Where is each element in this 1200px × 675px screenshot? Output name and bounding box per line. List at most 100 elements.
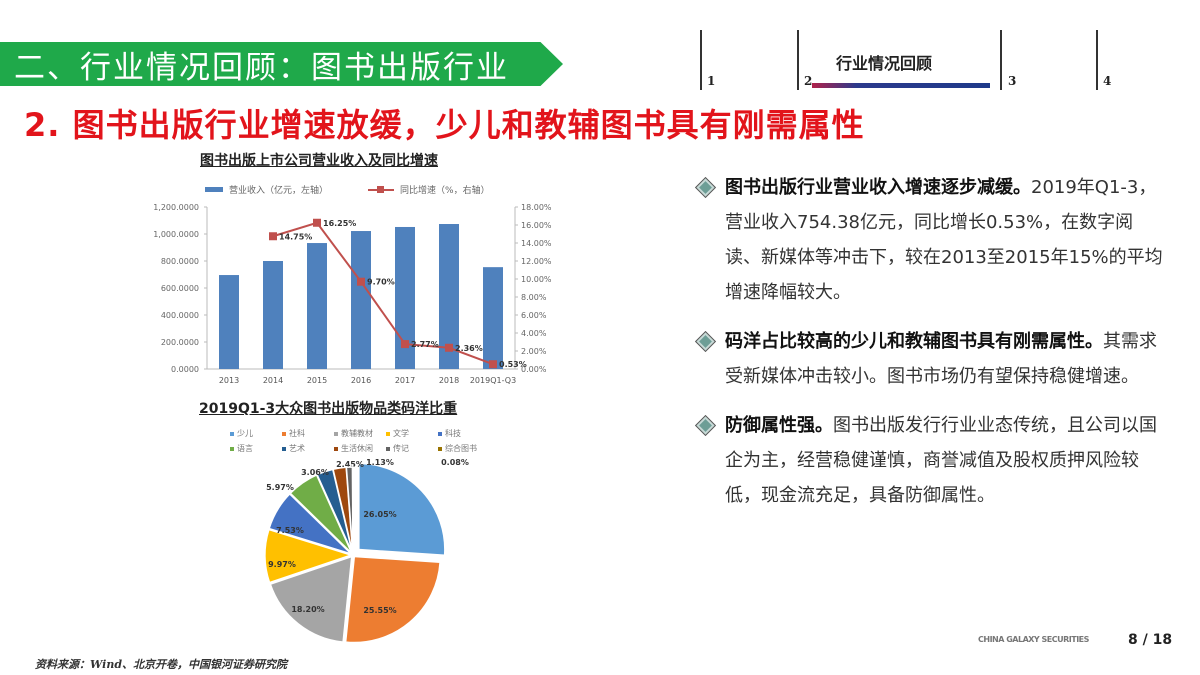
svg-text:1.13%: 1.13% xyxy=(366,458,394,467)
nav-divider xyxy=(700,30,702,90)
growth-marker xyxy=(445,343,453,352)
key-points: 图书出版行业营业收入增速逐步减缓。2019年Q1-3，营业收入754.38亿元，… xyxy=(694,170,1167,527)
legend-item-revenue: 营业收入（亿元，左轴） xyxy=(205,183,328,196)
bullet-defensive: 防御属性强。图书出版发行行业业态传统，且公司以国企为主，经营稳健谨慎，商誉减值及… xyxy=(694,408,1167,513)
svg-text:10.00%: 10.00% xyxy=(521,275,552,284)
legend-dot-icon xyxy=(386,446,390,451)
svg-text:12.00%: 12.00% xyxy=(521,257,552,266)
line-swatch-icon xyxy=(368,185,395,193)
pie-legend-item: 教辅教材 xyxy=(334,428,386,439)
legend-dot-icon xyxy=(282,446,286,451)
pie-legend-item: 生活休闲 xyxy=(334,443,386,454)
svg-text:800.0000: 800.0000 xyxy=(161,257,199,266)
nav-divider xyxy=(1096,30,1098,90)
chart2-title: 2019Q1-3大众图书出版物品类码洋比重 xyxy=(199,401,458,417)
legend-dot-icon xyxy=(230,446,234,451)
growth-marker xyxy=(357,277,365,286)
svg-text:2018: 2018 xyxy=(439,376,459,385)
growth-marker xyxy=(489,360,497,369)
revenue-bar xyxy=(307,243,327,369)
svg-text:400.0000: 400.0000 xyxy=(161,311,199,320)
svg-text:0.08%: 0.08% xyxy=(441,458,469,467)
slide-headline: 2. 图书出版行业增速放缓，少儿和教辅图书具有刚需属性 xyxy=(24,106,865,144)
nav-active-label[interactable]: 行业情况回顾 xyxy=(836,54,933,73)
nav-item-3[interactable]: 3 xyxy=(1008,74,1017,88)
nav-active-indicator xyxy=(812,83,990,88)
svg-text:6.00%: 6.00% xyxy=(521,311,547,320)
revenue-bar xyxy=(263,261,283,369)
bullet-revenue-slowdown: 图书出版行业营业收入增速逐步减缓。2019年Q1-3，营业收入754.38亿元，… xyxy=(694,170,1167,310)
legend-dot-icon xyxy=(334,431,338,436)
section-nav: 1 2 行业情况回顾 3 4 xyxy=(700,30,1120,90)
svg-text:14.75%: 14.75% xyxy=(279,232,312,241)
pie-legend-item: 科技 xyxy=(438,428,490,439)
growth-marker xyxy=(269,232,277,241)
svg-text:200.0000: 200.0000 xyxy=(161,338,199,347)
svg-text:9.97%: 9.97% xyxy=(268,560,296,569)
svg-text:2013: 2013 xyxy=(219,376,239,385)
svg-text:2.77%: 2.77% xyxy=(411,340,439,349)
diamond-bullet-icon xyxy=(694,414,717,437)
legend-dot-icon xyxy=(438,446,442,451)
brand-logo-text: CHINA GALAXY SECURITIES xyxy=(978,635,1089,644)
pie-legend-item: 语言 xyxy=(230,443,282,454)
pie-legend-item: 文学 xyxy=(386,428,438,439)
revenue-bar xyxy=(351,231,371,369)
legend-dot-icon xyxy=(230,431,234,436)
nav-item-2[interactable]: 2 xyxy=(804,74,813,88)
legend-dot-icon xyxy=(282,431,286,436)
nav-divider xyxy=(797,30,799,90)
revenue-bar xyxy=(439,224,459,369)
svg-text:2014: 2014 xyxy=(263,376,283,385)
svg-text:1,000.0000: 1,000.0000 xyxy=(153,230,199,239)
legend-dot-icon xyxy=(386,431,390,436)
revenue-bar xyxy=(395,226,415,369)
diamond-bullet-icon xyxy=(694,176,717,199)
section-title: 二、行业情况回顾：图书出版行业 xyxy=(14,49,509,86)
bullet-rigid-demand: 码洋占比较高的少儿和教辅图书具有刚需属性。其需求受新媒体冲击较小。图书市场仍有望… xyxy=(694,324,1167,394)
pie-slice xyxy=(268,492,352,555)
revenue-bar xyxy=(483,267,503,369)
nav-divider xyxy=(1000,30,1002,90)
legend-dot-icon xyxy=(438,431,442,436)
section-banner: 二、行业情况回顾：图书出版行业 xyxy=(0,42,563,86)
revenue-bar xyxy=(219,275,239,369)
pie-legend-item: 综合图书 xyxy=(438,443,490,454)
svg-text:14.00%: 14.00% xyxy=(521,239,552,248)
data-source-note: 资料来源：Wind、北京开卷，中国银河证券研究院 xyxy=(35,658,288,671)
svg-text:2.00%: 2.00% xyxy=(521,347,547,356)
diamond-bullet-icon xyxy=(694,330,717,353)
svg-text:2.36%: 2.36% xyxy=(455,344,483,353)
svg-text:25.55%: 25.55% xyxy=(363,606,396,615)
category-pie-chart: 26.05% 25.55% 18.20% 9.97% 7.53% 5.97% 3.06% 2.… xyxy=(264,458,469,644)
bar-swatch-icon xyxy=(205,187,223,192)
svg-text:1,200.0000: 1,200.0000 xyxy=(153,203,199,212)
svg-text:2016: 2016 xyxy=(351,376,371,385)
svg-text:16.25%: 16.25% xyxy=(323,219,356,228)
pie-legend-item: 少儿 xyxy=(230,428,282,439)
nav-item-4[interactable]: 4 xyxy=(1103,74,1112,88)
revenue-growth-chart: 0.0000 200.0000 400.0000 600.0000 800.0000 1,… xyxy=(153,203,552,385)
svg-text:2019Q1-Q3: 2019Q1-Q3 xyxy=(470,376,516,385)
svg-text:0.00%: 0.00% xyxy=(521,365,547,374)
chart1-title: 图书出版上市公司营业收入及同比增速 xyxy=(200,153,438,169)
svg-text:18.00%: 18.00% xyxy=(521,203,552,212)
svg-text:0.0000: 0.0000 xyxy=(171,365,199,374)
growth-marker xyxy=(313,218,321,227)
legend-item-growth: 同比增速（%，右轴） xyxy=(368,183,490,196)
pie-slice xyxy=(358,462,446,557)
pie-slice xyxy=(344,555,441,644)
svg-text:7.53%: 7.53% xyxy=(276,526,304,535)
svg-text:0.53%: 0.53% xyxy=(499,360,527,369)
svg-text:8.00%: 8.00% xyxy=(521,293,547,302)
growth-marker xyxy=(401,340,409,349)
pie-legend-item: 艺术 xyxy=(282,443,334,454)
chart2-legend: 少儿 社科 教辅教材 文学 科技 语言 艺术 生活休闲 传记 综合图书 xyxy=(230,428,490,454)
nav-item-1[interactable]: 1 xyxy=(707,74,716,88)
svg-text:3.06%: 3.06% xyxy=(301,468,329,477)
chart1-legend: 营业收入（亿元，左轴） 同比增速（%，右轴） xyxy=(205,183,490,196)
svg-text:9.70%: 9.70% xyxy=(367,278,395,287)
page-number: 8 / 18 xyxy=(1128,632,1173,648)
svg-text:26.05%: 26.05% xyxy=(363,510,396,519)
svg-text:2017: 2017 xyxy=(395,376,415,385)
